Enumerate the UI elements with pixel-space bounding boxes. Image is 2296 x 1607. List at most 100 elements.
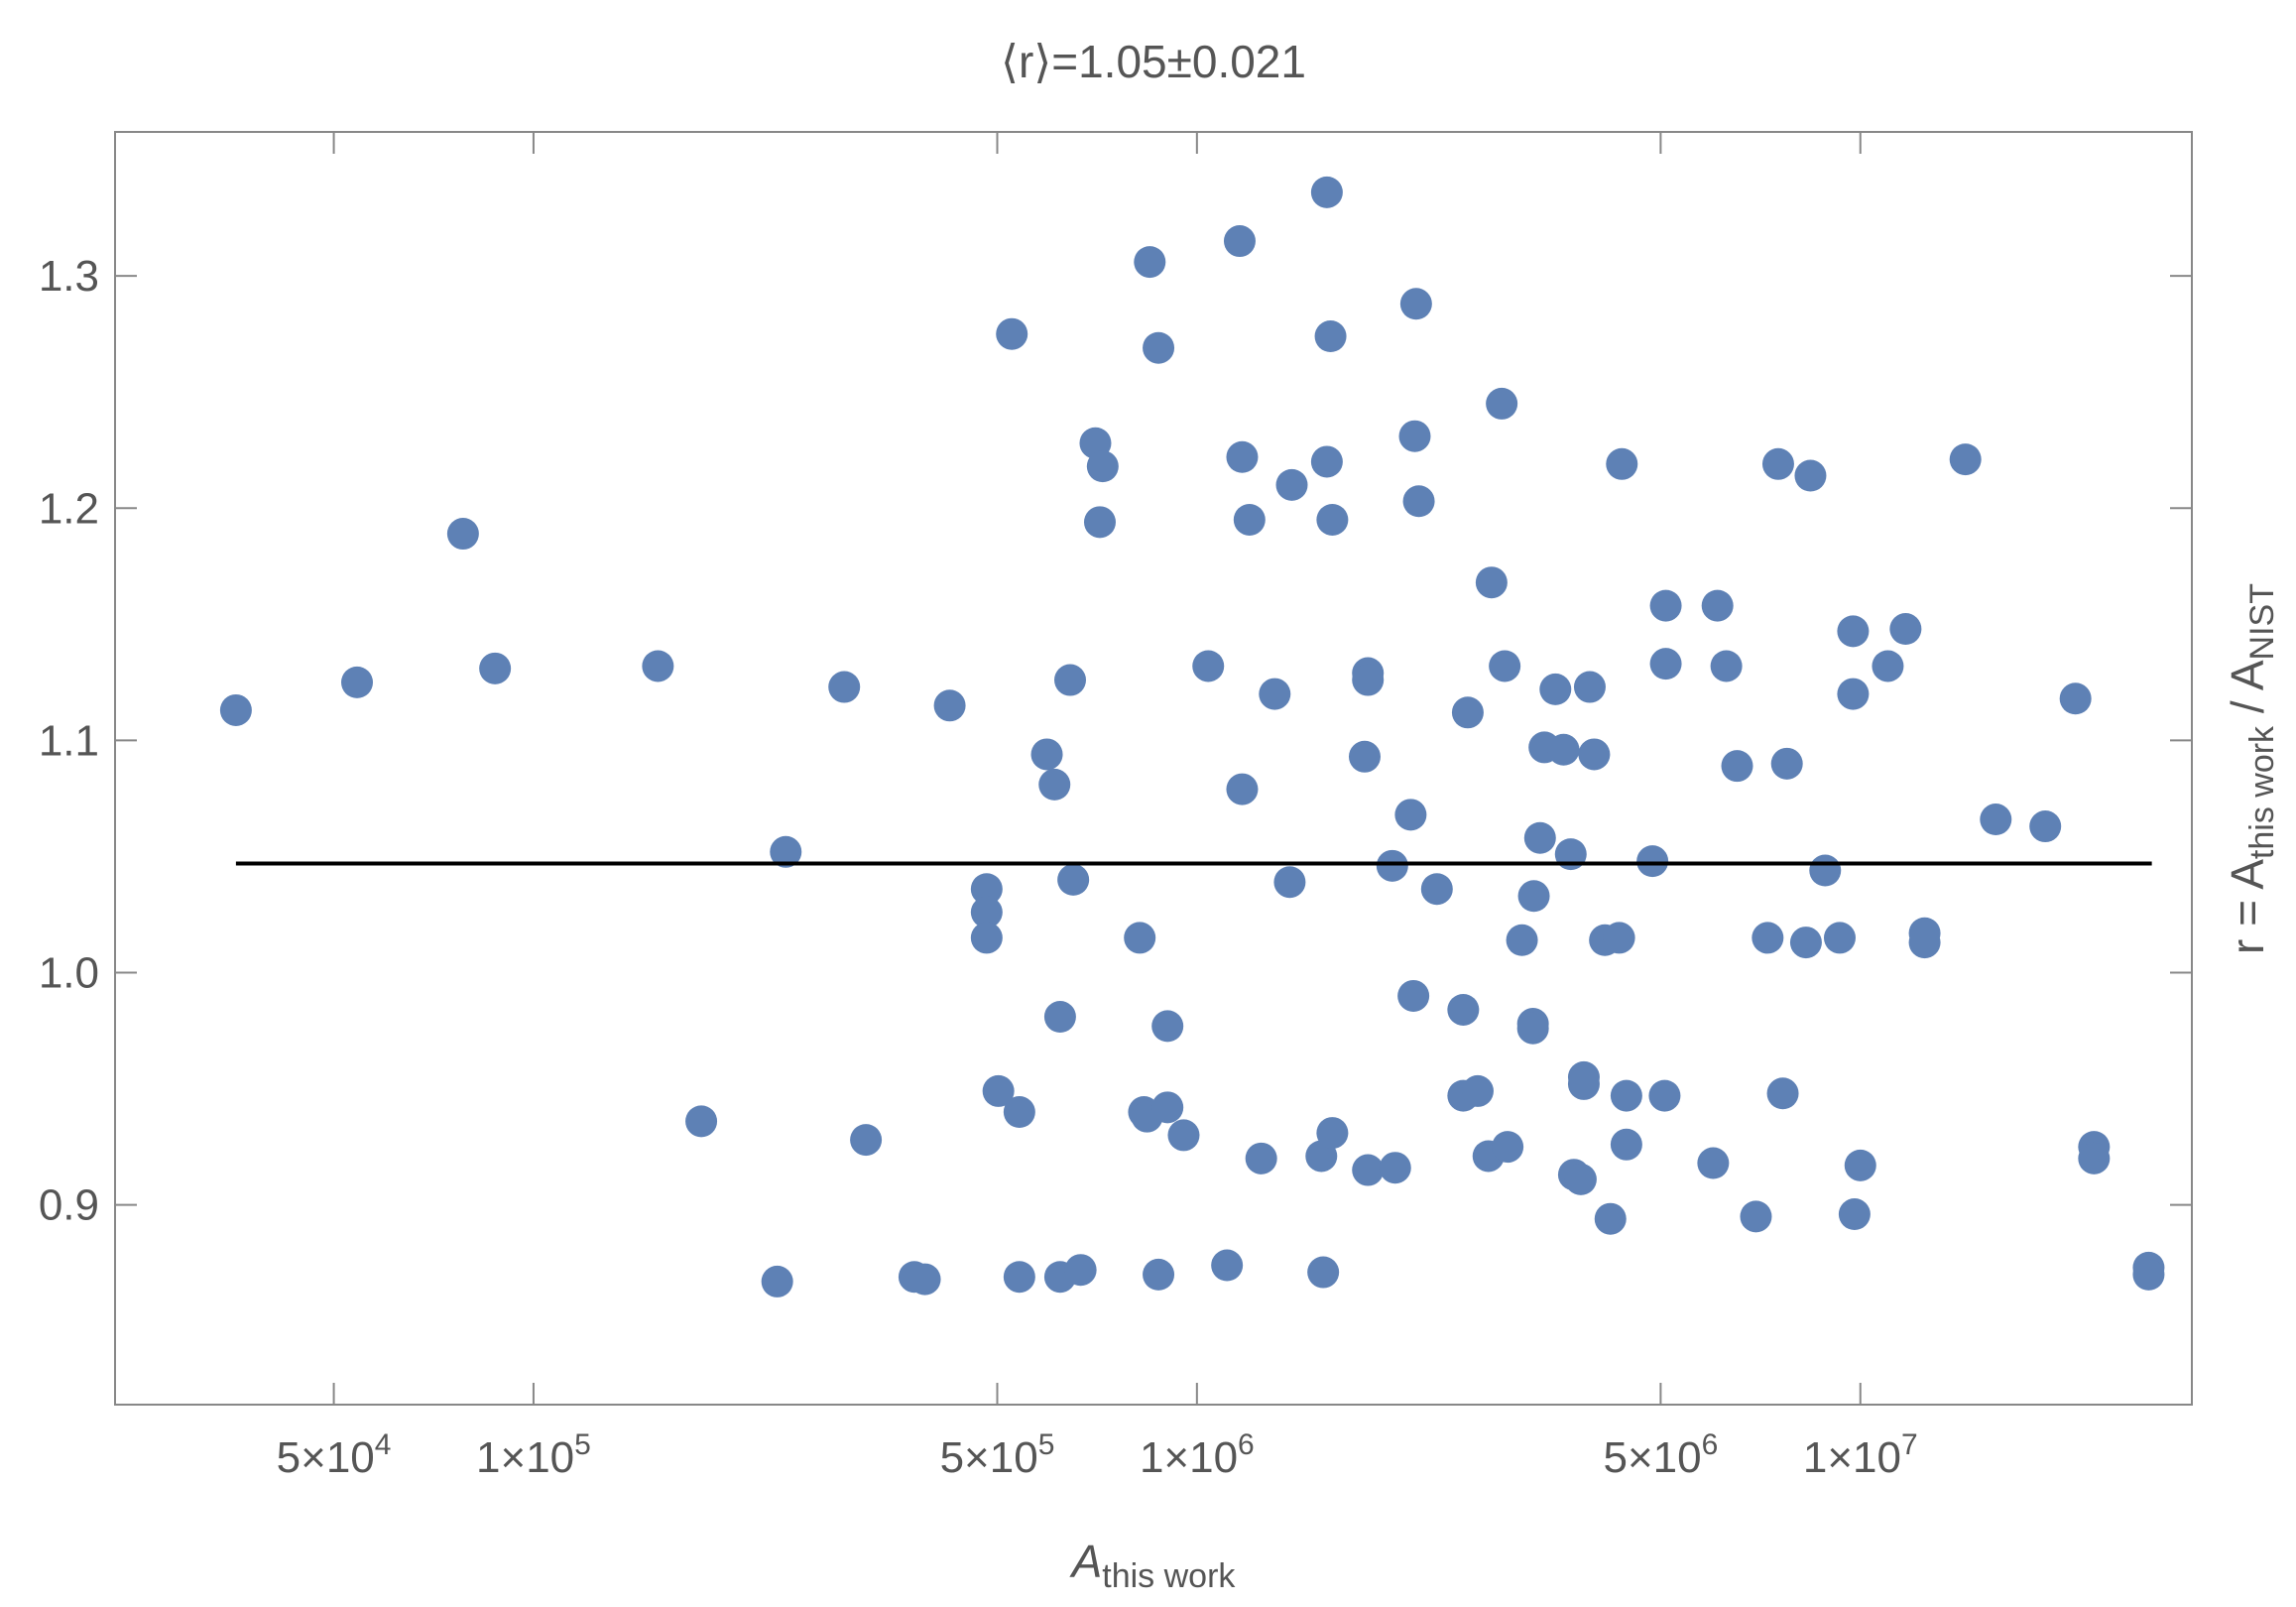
point (1054, 664, 1087, 696)
point (1223, 225, 1256, 258)
point (1192, 650, 1225, 682)
point (1752, 922, 1784, 954)
point (1402, 485, 1435, 518)
point (908, 1263, 941, 1296)
point (1872, 650, 1904, 682)
point (1649, 648, 1682, 680)
point (1124, 922, 1156, 954)
point (1606, 447, 1638, 480)
point (1461, 1074, 1494, 1107)
point (479, 652, 512, 684)
point (1770, 747, 1803, 780)
point (1316, 503, 1349, 536)
point (1573, 671, 1606, 703)
point (1837, 678, 1870, 710)
y-tick-label: 1.2 (39, 484, 99, 533)
x-tick-exponent: 7 (1901, 1428, 1918, 1461)
x-tick-label: 5×104 (277, 1428, 392, 1482)
point (1245, 1142, 1277, 1174)
point (1594, 1202, 1627, 1235)
point (1447, 993, 1480, 1026)
x-tick-exponent: 4 (375, 1428, 392, 1461)
point (1376, 849, 1408, 882)
point (2029, 810, 2062, 843)
point (685, 1105, 718, 1138)
point (642, 650, 674, 682)
point (1167, 1119, 1200, 1152)
y-tick-label: 0.9 (39, 1181, 99, 1230)
point (1610, 1128, 1642, 1161)
point (1567, 1067, 1600, 1100)
point (1547, 733, 1580, 766)
y-tick-label: 1.3 (39, 252, 99, 301)
point (1003, 1096, 1035, 1129)
point (1489, 650, 1521, 682)
point (850, 1124, 883, 1157)
point (970, 896, 1003, 928)
point (1420, 873, 1453, 906)
point (1564, 1163, 1597, 1195)
point (1710, 650, 1743, 682)
point (2078, 1142, 2111, 1174)
point (219, 693, 252, 726)
point (1003, 1261, 1035, 1294)
point (1517, 880, 1550, 913)
point (828, 671, 861, 703)
x-tick-exponent: 6 (1702, 1428, 1719, 1461)
point (1273, 866, 1306, 899)
point (1603, 922, 1635, 954)
point (1316, 1117, 1349, 1150)
point (1397, 979, 1430, 1012)
point (1908, 927, 1941, 959)
x-tick-mantissa: 1×10 (476, 1433, 574, 1482)
point (1578, 738, 1611, 771)
point (1307, 1256, 1340, 1289)
point (1649, 589, 1682, 622)
point (1083, 506, 1116, 539)
point (1310, 445, 1343, 478)
point (1980, 804, 2012, 836)
point (1151, 1091, 1184, 1124)
point (1823, 922, 1856, 954)
point (1889, 613, 1922, 646)
point (1492, 1131, 1524, 1164)
y-label-part: / A (2222, 660, 2273, 726)
point (1057, 863, 1090, 896)
point (446, 518, 479, 551)
y-axis-label: r = Athis work / ANIST (2222, 583, 2281, 954)
point (1352, 1154, 1385, 1186)
point (1398, 420, 1431, 452)
point (933, 689, 966, 722)
point (1226, 440, 1259, 473)
point (1143, 331, 1175, 364)
point (1949, 443, 1982, 476)
y-tick-label: 1.1 (39, 716, 99, 765)
point (1151, 1010, 1184, 1043)
point (1789, 927, 1822, 959)
x-tick-label: 1×105 (476, 1428, 591, 1482)
point (1636, 845, 1669, 878)
point (1348, 740, 1381, 773)
x-tick-mantissa: 5×10 (277, 1433, 375, 1482)
point (1721, 750, 1753, 783)
point (1259, 678, 1291, 710)
point (761, 1265, 793, 1298)
point (1539, 673, 1572, 705)
point (1809, 854, 1842, 887)
point (1697, 1147, 1730, 1179)
point (1475, 566, 1508, 599)
point (1038, 768, 1071, 801)
point (1701, 589, 1734, 622)
point (970, 922, 1003, 954)
point (1394, 799, 1427, 831)
point (1523, 821, 1556, 854)
x-tick-mantissa: 1×10 (1140, 1433, 1238, 1482)
point (1030, 738, 1063, 771)
point (1043, 1001, 1076, 1034)
chart-title: ⟨r⟩=1.05±0.021 (1001, 36, 1306, 87)
point (1740, 1200, 1772, 1233)
x-tick-mantissa: 5×10 (1603, 1433, 1701, 1482)
point (1451, 696, 1484, 729)
point (1837, 615, 1870, 648)
